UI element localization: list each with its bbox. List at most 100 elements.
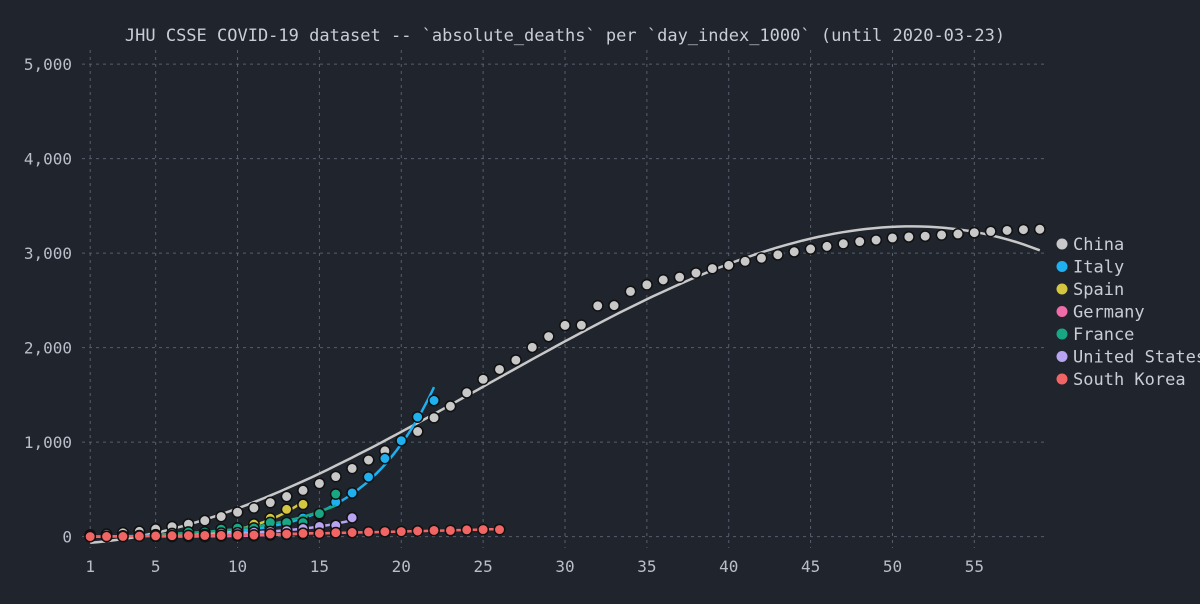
data-point xyxy=(183,530,193,540)
data-point xyxy=(1035,224,1045,234)
x-tick-label: 15 xyxy=(310,557,329,576)
data-point xyxy=(576,320,586,330)
data-point xyxy=(429,525,439,535)
data-point xyxy=(543,331,553,341)
data-point xyxy=(527,342,537,352)
data-point xyxy=(412,426,422,436)
data-point xyxy=(167,531,177,541)
data-point xyxy=(281,491,291,501)
data-point xyxy=(494,524,504,534)
data-point xyxy=(412,412,422,422)
data-point xyxy=(805,244,815,254)
y-tick-label: 1,000 xyxy=(24,433,72,452)
y-tick-label: 2,000 xyxy=(24,339,72,358)
data-point xyxy=(609,300,619,310)
data-point xyxy=(85,531,95,541)
fit-line xyxy=(90,226,1040,542)
data-point xyxy=(347,527,357,537)
data-point xyxy=(331,471,341,481)
data-point xyxy=(118,531,128,541)
legend-marker xyxy=(1057,239,1068,250)
data-point xyxy=(101,531,111,541)
x-tick-label: 1 xyxy=(85,557,95,576)
x-tick-label: 45 xyxy=(801,557,820,576)
data-point xyxy=(396,435,406,445)
legend-marker xyxy=(1057,374,1068,385)
data-point xyxy=(200,530,210,540)
data-point xyxy=(740,256,750,266)
series-south-korea xyxy=(85,524,505,541)
data-point xyxy=(985,226,995,236)
data-point xyxy=(232,507,242,517)
data-point xyxy=(462,525,472,535)
legend-marker xyxy=(1057,284,1068,295)
data-point xyxy=(314,528,324,538)
legend-marker xyxy=(1057,306,1068,317)
data-point xyxy=(298,528,308,538)
data-point xyxy=(560,320,570,330)
data-point xyxy=(314,478,324,488)
grid xyxy=(82,50,1048,548)
y-tick-label: 3,000 xyxy=(24,244,72,263)
x-tick-label: 10 xyxy=(228,557,247,576)
legend-marker xyxy=(1057,351,1068,362)
series-italy xyxy=(85,387,439,542)
data-point xyxy=(412,526,422,536)
data-point xyxy=(249,503,259,513)
legend-label: France xyxy=(1073,325,1134,345)
data-point xyxy=(1018,224,1028,234)
y-tick-label: 5,000 xyxy=(24,55,72,74)
data-point xyxy=(478,374,488,384)
data-point xyxy=(904,232,914,242)
data-point xyxy=(363,527,373,537)
x-tick-label: 50 xyxy=(883,557,902,576)
data-point xyxy=(445,401,455,411)
legend-item: France xyxy=(1057,325,1135,345)
legend-item: Spain xyxy=(1057,280,1125,300)
x-tick-label: 5 xyxy=(151,557,161,576)
y-tick-label: 4,000 xyxy=(24,150,72,169)
y-tick-label: 0 xyxy=(62,528,72,547)
data-point xyxy=(347,463,357,473)
data-point xyxy=(281,504,291,514)
legend-label: China xyxy=(1073,235,1124,255)
data-point xyxy=(265,529,275,539)
data-point xyxy=(642,280,652,290)
x-tick-label: 30 xyxy=(555,557,574,576)
data-point xyxy=(789,247,799,257)
data-point xyxy=(331,527,341,537)
data-point xyxy=(445,525,455,535)
data-point xyxy=(756,253,766,263)
data-point xyxy=(920,231,930,241)
data-point xyxy=(429,412,439,422)
data-point xyxy=(822,241,832,251)
data-point xyxy=(347,488,357,498)
data-point xyxy=(707,263,717,273)
data-point xyxy=(478,524,488,534)
chart-title: JHU CSSE COVID-19 dataset -- `absolute_d… xyxy=(125,26,1005,46)
data-point xyxy=(969,227,979,237)
data-point xyxy=(298,485,308,495)
legend-label: United States xyxy=(1073,348,1200,368)
data-point xyxy=(674,272,684,282)
data-point xyxy=(887,233,897,243)
legend-item: Italy xyxy=(1057,258,1125,278)
data-point xyxy=(855,236,865,246)
legend-item: Germany xyxy=(1057,303,1145,323)
data-point xyxy=(249,530,259,540)
legend-item: China xyxy=(1057,235,1125,255)
legend-marker xyxy=(1057,261,1068,272)
x-tick-label: 20 xyxy=(392,557,411,576)
data-point xyxy=(838,239,848,249)
data-point xyxy=(281,529,291,539)
series-layer xyxy=(85,224,1045,543)
x-tick-label: 25 xyxy=(474,557,493,576)
legend-item: United States xyxy=(1057,348,1200,368)
data-point xyxy=(380,453,390,463)
data-point xyxy=(511,355,521,365)
data-point xyxy=(593,301,603,311)
